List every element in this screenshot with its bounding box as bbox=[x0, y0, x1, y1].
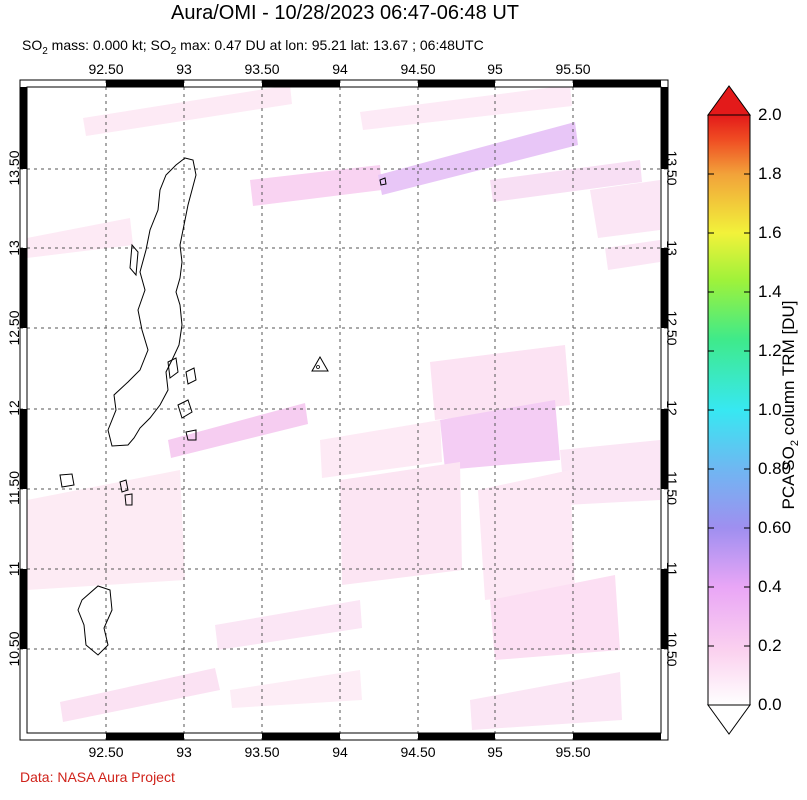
map-title: Aura/OMI - 10/28/2023 06:47-06:48 UT bbox=[171, 2, 519, 24]
lat-label-left: 13 bbox=[6, 240, 22, 256]
colorbar-tick-label: 0.2 bbox=[758, 636, 782, 655]
lat-label-left: 11.50 bbox=[6, 471, 22, 505]
colorbar-tick-label: 1.6 bbox=[758, 223, 782, 242]
colorbar-tick-label: 1.0 bbox=[758, 400, 782, 419]
lon-label-bottom: 92.50 bbox=[88, 744, 124, 760]
lon-label-top: 95.50 bbox=[555, 61, 591, 77]
lat-label-left: 10.50 bbox=[6, 631, 22, 667]
lat-label-right: 12.50 bbox=[664, 310, 680, 346]
lat-label-right: 12 bbox=[664, 400, 680, 416]
lon-label-bottom: 93 bbox=[176, 744, 192, 760]
lon-label-bottom: 94 bbox=[332, 744, 348, 760]
lat-label-right: 13.50 bbox=[664, 150, 680, 186]
lat-label-right: 10.50 bbox=[664, 631, 680, 667]
lon-label-top: 94 bbox=[332, 61, 348, 77]
colorbar-tick-label: 2.0 bbox=[758, 105, 782, 124]
colorbar-tick-label: 1.4 bbox=[758, 282, 782, 301]
colorbar-tick-label: 1.2 bbox=[758, 341, 782, 360]
frame-border-marks bbox=[20, 80, 668, 740]
colorbar-tick-label: 0.60 bbox=[758, 518, 792, 537]
lat-label-right: 13 bbox=[664, 240, 680, 256]
lat-label-left: 11 bbox=[6, 561, 22, 577]
lat-label-left: 13.50 bbox=[6, 150, 22, 186]
lat-label-right: 11.50 bbox=[664, 471, 680, 505]
colorbar-tick-label: 0.4 bbox=[758, 577, 782, 596]
map-subtitle: SO2 mass: 0.000 kt; SO2 max: 0.47 DU at … bbox=[22, 37, 484, 57]
lon-label-bottom: 94.50 bbox=[400, 744, 436, 760]
lon-label-top: 94.50 bbox=[400, 61, 436, 77]
lon-label-bottom: 93.50 bbox=[244, 744, 280, 760]
lon-label-top: 93 bbox=[176, 61, 192, 77]
data-credit: Data: NASA Aura Project bbox=[20, 769, 175, 785]
coastline bbox=[59, 157, 387, 656]
colorbar-max-arrow-icon bbox=[707, 85, 751, 116]
lat-label-right: 11 bbox=[664, 561, 680, 577]
volcano-marker-icon bbox=[311, 355, 329, 372]
colorbar-min-arrow-icon bbox=[707, 704, 751, 735]
colorbar-tick-label: 1.8 bbox=[758, 164, 782, 183]
colorbar-tick-label: 0.80 bbox=[758, 459, 792, 478]
lon-label-top: 93.50 bbox=[244, 61, 280, 77]
colorbar bbox=[707, 85, 751, 735]
colorbar-title: PCA SO2 column TRM [DU] bbox=[778, 300, 802, 510]
lon-label-top: 92.50 bbox=[88, 61, 124, 77]
colorbar-tick-label: 0.0 bbox=[758, 695, 782, 714]
lat-label-left: 12.50 bbox=[6, 310, 22, 346]
lon-label-bottom: 95 bbox=[487, 744, 503, 760]
lon-label-bottom: 95.50 bbox=[555, 744, 591, 760]
lat-label-left: 12 bbox=[6, 400, 22, 416]
lon-label-top: 95 bbox=[487, 61, 503, 77]
so2-swath bbox=[27, 87, 660, 730]
graticule bbox=[20, 80, 668, 740]
